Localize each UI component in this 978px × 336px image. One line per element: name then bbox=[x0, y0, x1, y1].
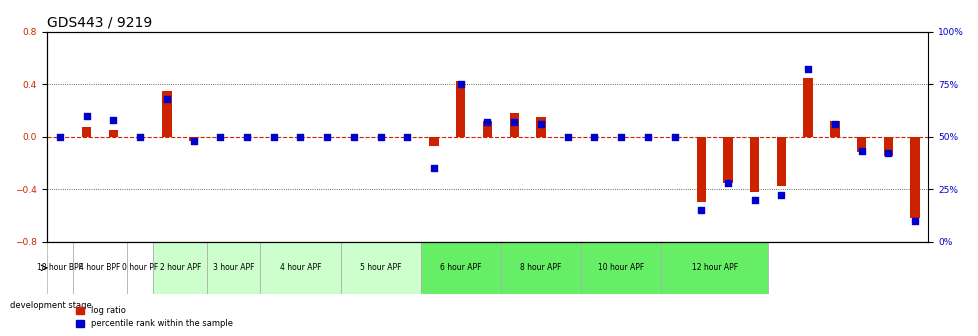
Point bbox=[506, 119, 521, 125]
FancyBboxPatch shape bbox=[660, 242, 768, 294]
Point bbox=[79, 113, 95, 118]
Text: GDS443 / 9219: GDS443 / 9219 bbox=[47, 15, 152, 29]
Point bbox=[612, 134, 628, 139]
Text: 4 hour APF: 4 hour APF bbox=[280, 263, 321, 272]
Bar bbox=[856, 136, 866, 152]
Point bbox=[773, 193, 788, 198]
FancyBboxPatch shape bbox=[580, 242, 660, 294]
Text: 2 hour APF: 2 hour APF bbox=[159, 263, 200, 272]
Point bbox=[266, 134, 282, 139]
Point bbox=[399, 134, 415, 139]
Point bbox=[879, 151, 895, 156]
Bar bbox=[456, 81, 465, 136]
Point bbox=[533, 121, 549, 127]
Point bbox=[292, 134, 308, 139]
FancyBboxPatch shape bbox=[501, 242, 580, 294]
Text: 0 hour PF: 0 hour PF bbox=[122, 263, 158, 272]
Bar bbox=[509, 113, 518, 136]
Point bbox=[239, 134, 254, 139]
FancyBboxPatch shape bbox=[73, 242, 126, 294]
Bar bbox=[776, 136, 785, 186]
Point bbox=[720, 180, 735, 185]
Bar bbox=[829, 121, 839, 136]
Bar bbox=[749, 136, 759, 192]
Point bbox=[826, 121, 842, 127]
Bar bbox=[109, 130, 118, 136]
Text: development stage: development stage bbox=[10, 301, 92, 310]
FancyBboxPatch shape bbox=[126, 242, 154, 294]
Point bbox=[666, 134, 682, 139]
Point bbox=[586, 134, 601, 139]
Point bbox=[158, 96, 174, 101]
Point bbox=[479, 119, 495, 125]
Point bbox=[746, 197, 762, 202]
Bar bbox=[482, 121, 492, 136]
Text: 4 hour BPF: 4 hour BPF bbox=[79, 263, 120, 272]
FancyBboxPatch shape bbox=[47, 242, 73, 294]
Bar bbox=[910, 136, 918, 218]
Point bbox=[853, 149, 868, 154]
Bar bbox=[189, 136, 198, 140]
Text: 6 hour APF: 6 hour APF bbox=[439, 263, 481, 272]
Point bbox=[212, 134, 228, 139]
Bar bbox=[162, 91, 171, 136]
Bar bbox=[536, 117, 545, 136]
Point bbox=[345, 134, 361, 139]
FancyBboxPatch shape bbox=[154, 242, 206, 294]
Point bbox=[907, 218, 922, 223]
Bar bbox=[803, 78, 812, 136]
Bar bbox=[723, 136, 732, 182]
Bar bbox=[883, 136, 892, 156]
Point bbox=[52, 134, 67, 139]
Point bbox=[453, 81, 468, 87]
Text: 8 hour APF: 8 hour APF bbox=[519, 263, 561, 272]
Point bbox=[640, 134, 655, 139]
Point bbox=[106, 117, 121, 122]
Text: 10 hour APF: 10 hour APF bbox=[598, 263, 644, 272]
Bar bbox=[82, 127, 91, 136]
FancyBboxPatch shape bbox=[206, 242, 260, 294]
FancyBboxPatch shape bbox=[421, 242, 501, 294]
Text: 12 hour APF: 12 hour APF bbox=[690, 263, 737, 272]
FancyBboxPatch shape bbox=[340, 242, 421, 294]
Point bbox=[319, 134, 334, 139]
Text: 18 hour BPF: 18 hour BPF bbox=[37, 263, 83, 272]
Text: 3 hour APF: 3 hour APF bbox=[212, 263, 254, 272]
Point bbox=[799, 67, 815, 72]
FancyBboxPatch shape bbox=[260, 242, 340, 294]
Text: 5 hour APF: 5 hour APF bbox=[360, 263, 401, 272]
Point bbox=[559, 134, 575, 139]
Point bbox=[132, 134, 148, 139]
Bar bbox=[696, 136, 705, 202]
Point bbox=[425, 165, 441, 171]
Point bbox=[373, 134, 388, 139]
Point bbox=[692, 207, 708, 213]
Bar bbox=[429, 136, 438, 146]
Legend: log ratio, percentile rank within the sample: log ratio, percentile rank within the sa… bbox=[72, 303, 236, 332]
Point bbox=[186, 138, 201, 143]
